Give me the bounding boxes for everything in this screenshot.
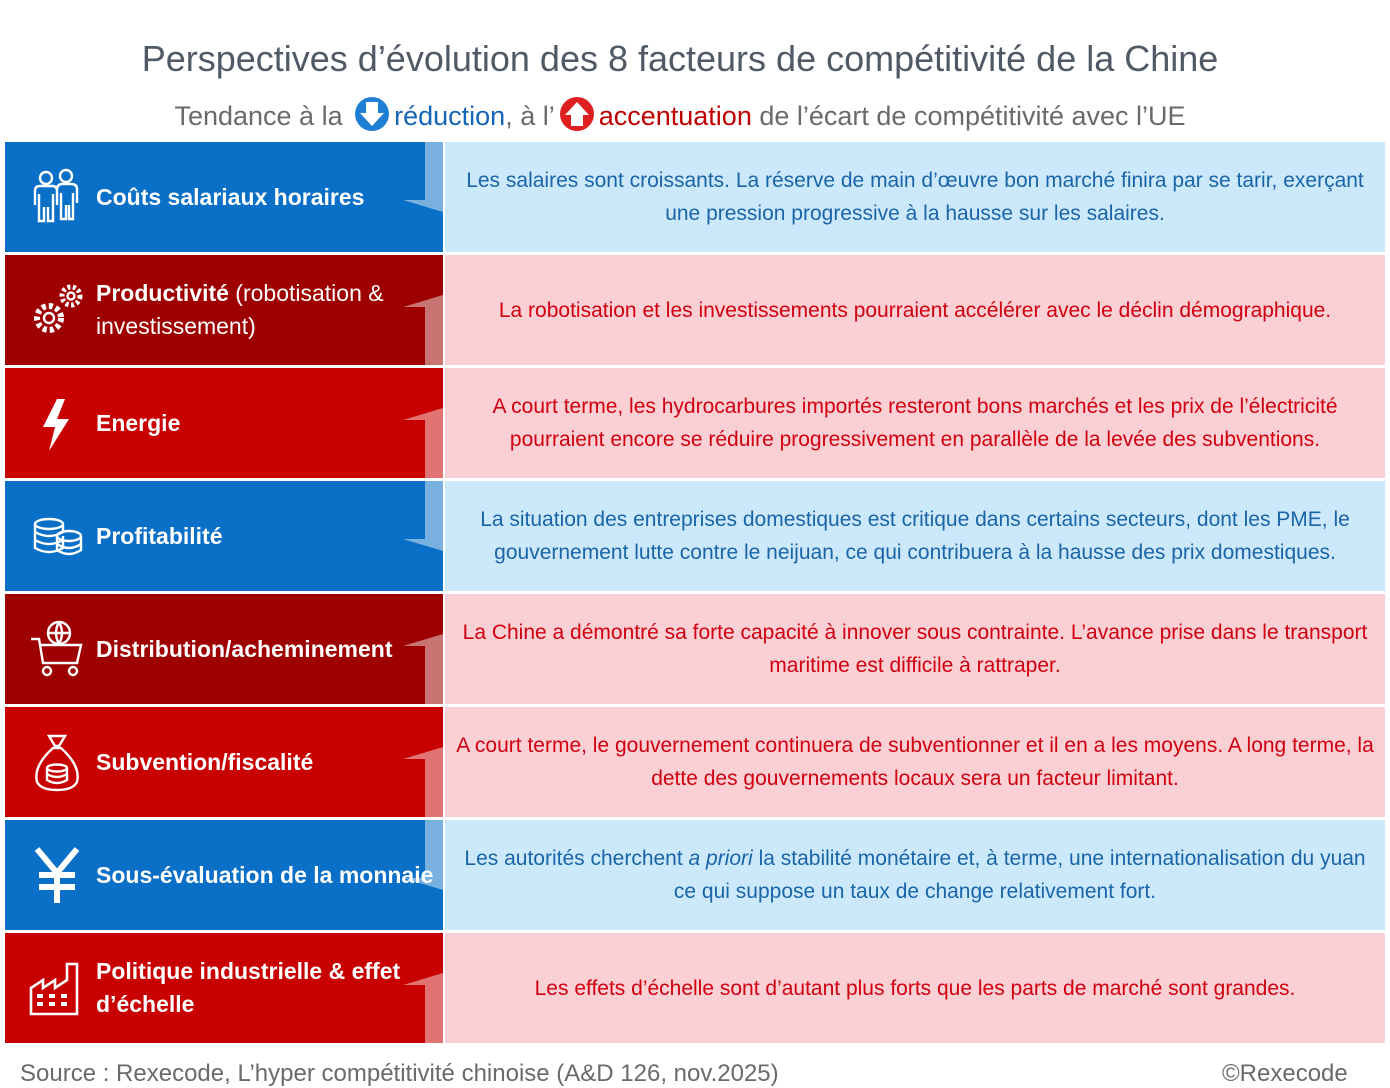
factor-description: La robotisation et les investissements p… xyxy=(445,255,1385,365)
factor-header: Subvention/fiscalité xyxy=(5,707,443,817)
factor-description: La Chine a démontré sa forte capacité à … xyxy=(445,594,1385,704)
globe-cart-icon xyxy=(31,620,83,677)
page-title: Perspectives d’évolution des 8 facteurs … xyxy=(141,38,1219,79)
up-arrow-circle-icon xyxy=(559,97,594,131)
down-arrow-icon xyxy=(403,142,483,212)
up-arrow-icon xyxy=(403,634,483,704)
down-arrow-icon xyxy=(403,820,483,890)
factor-description: A court terme, le gouvernement continuer… xyxy=(445,707,1385,817)
coins-icon xyxy=(33,517,83,556)
source-note: Source : Rexecode, L’hyper compétitivité… xyxy=(20,1060,779,1087)
factor-row-subsidies: Subvention/fiscalité A court terme, le g… xyxy=(5,707,1385,817)
factor-row-profitability: Profitabilité La situation des entrepris… xyxy=(5,481,1385,591)
factory-icon xyxy=(29,962,79,1016)
factor-label: Distribution/acheminement xyxy=(96,635,393,662)
gears-icon xyxy=(34,284,83,333)
factor-label: Productivité (robotisation & investissem… xyxy=(96,280,384,339)
up-arrow-icon xyxy=(403,295,483,365)
factor-header: Politique industrielle & effet d’échelle xyxy=(5,933,443,1043)
factor-label: Energie xyxy=(96,409,181,436)
factor-label: Coûts salariaux horaires xyxy=(96,183,365,210)
workers-icon xyxy=(33,168,79,223)
subtitle-suffix: de l’écart de compétitivité avec l’UE xyxy=(759,101,1186,131)
factor-header: Productivité (robotisation & investissem… xyxy=(5,255,443,365)
yen-icon xyxy=(34,847,80,903)
factor-label: Profitabilité xyxy=(96,522,223,549)
factor-row-wage-costs: Coûts salariaux horaires Les salaires so… xyxy=(5,142,1385,252)
factor-row-productivity: Productivité (robotisation & investissem… xyxy=(5,255,1385,365)
subtitle-reduction: réduction xyxy=(394,101,506,131)
factor-label: Politique industrielle & effet d’échelle xyxy=(96,958,401,1017)
subtitle-prefix: Tendance à la xyxy=(174,101,343,131)
factor-row-energy: Energie A court terme, les hydrocarbures… xyxy=(5,368,1385,478)
factor-header: Profitabilité xyxy=(5,481,443,591)
down-arrow-circle-icon xyxy=(355,97,390,131)
up-arrow-icon xyxy=(403,747,483,817)
factor-description: A court terme, les hydrocarbures importé… xyxy=(445,368,1385,478)
money-bag-icon xyxy=(35,734,79,792)
factor-header: Sous-évaluation de la monnaie xyxy=(5,820,443,930)
subtitle-legend: Tendance à la réduction, à l’ accentuati… xyxy=(0,96,1360,132)
copyright-note: ©Rexecode xyxy=(1222,1060,1348,1087)
factor-label: Subvention/fiscalité xyxy=(96,748,314,775)
up-arrow-icon xyxy=(403,973,483,1043)
factor-label: Sous-évaluation de la monnaie xyxy=(96,861,434,888)
factor-header: Energie xyxy=(5,368,443,478)
factor-header: Distribution/acheminement xyxy=(5,594,443,704)
factor-header: Coûts salariaux horaires xyxy=(5,142,443,252)
factor-row-industrial-policy: Politique industrielle & effet d’échelle… xyxy=(5,933,1385,1043)
subtitle-middle: , à l’ xyxy=(505,101,555,131)
factor-description: Les autorités cherchent a priori la stab… xyxy=(445,820,1385,930)
factor-description: Les effets d’échelle sont d’autant plus … xyxy=(445,933,1385,1043)
subtitle-accentuation: accentuation xyxy=(598,101,752,131)
factor-description: La situation des entreprises domestiques… xyxy=(445,481,1385,591)
up-arrow-icon xyxy=(403,408,483,478)
down-arrow-icon xyxy=(403,481,483,551)
factor-description: Les salaires sont croissants. La réserve… xyxy=(445,142,1385,252)
factor-row-currency: Sous-évaluation de la monnaie Les autori… xyxy=(5,820,1385,930)
lightning-icon xyxy=(43,399,69,451)
factor-row-distribution: Distribution/acheminement La Chine a dém… xyxy=(5,594,1385,704)
